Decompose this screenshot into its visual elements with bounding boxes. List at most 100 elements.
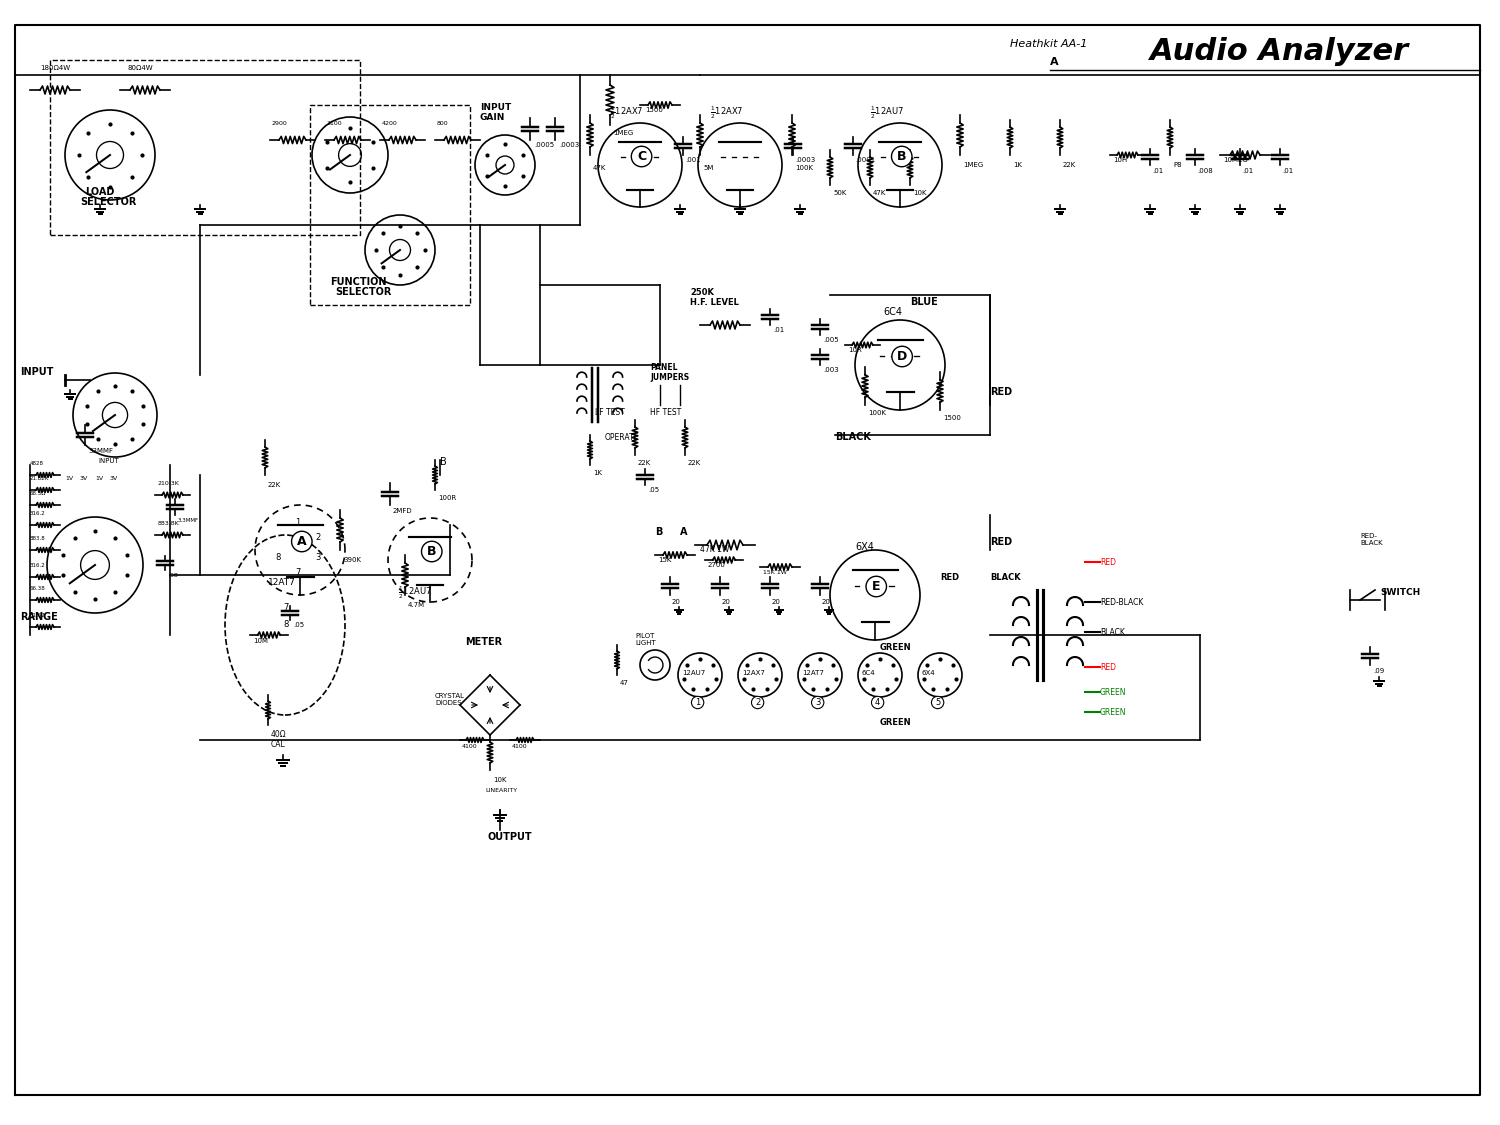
Text: .0003: .0003: [560, 142, 579, 148]
Text: RED: RED: [940, 573, 958, 582]
Text: 3.3MMF: 3.3MMF: [178, 518, 200, 523]
Text: 2: 2: [315, 533, 321, 542]
Text: INPUT: INPUT: [98, 458, 118, 463]
Text: SELECTOR: SELECTOR: [80, 197, 136, 207]
Text: GREEN: GREEN: [880, 718, 912, 727]
Text: 2MFD: 2MFD: [393, 508, 412, 514]
Text: .05: .05: [648, 487, 658, 493]
Text: 33MMF: 33MMF: [88, 448, 112, 454]
Text: OUTPUT: OUTPUT: [488, 832, 532, 842]
Text: 1500: 1500: [645, 107, 663, 112]
Text: 21.82K: 21.82K: [30, 476, 50, 482]
Text: 10K: 10K: [914, 190, 927, 196]
Text: LF TEST: LF TEST: [596, 408, 624, 417]
Text: B: B: [897, 150, 906, 163]
Text: CAL: CAL: [272, 740, 285, 749]
Text: 80Ω4W: 80Ω4W: [128, 65, 153, 71]
Text: .01: .01: [1152, 168, 1164, 174]
Text: B: B: [440, 457, 447, 467]
Text: .005: .005: [824, 338, 839, 343]
Text: 5: 5: [934, 698, 940, 706]
Text: 7: 7: [296, 568, 300, 577]
Text: .05: .05: [292, 622, 304, 628]
Text: .0005: .0005: [534, 142, 554, 148]
Text: 390K: 390K: [344, 557, 362, 562]
Text: $\frac{1}{2}$12AU7: $\frac{1}{2}$12AU7: [870, 105, 904, 122]
Text: 10H: 10H: [1113, 158, 1128, 163]
Text: METER: METER: [465, 637, 503, 647]
Text: .0003: .0003: [795, 158, 816, 163]
Text: 20: 20: [822, 598, 831, 605]
Text: 3V: 3V: [110, 476, 118, 482]
Text: 1500: 1500: [944, 415, 962, 421]
Text: GREEN: GREEN: [1100, 688, 1126, 698]
Text: 10MEG: 10MEG: [1222, 158, 1248, 163]
Text: .01: .01: [1242, 168, 1254, 174]
Text: 4100: 4100: [512, 744, 528, 749]
Text: 1K: 1K: [1013, 162, 1022, 168]
Text: 883.8K: 883.8K: [158, 521, 180, 526]
Text: 1: 1: [694, 698, 700, 706]
Text: 316.2: 316.2: [30, 511, 45, 516]
Text: 47K: 47K: [873, 190, 886, 196]
Text: .01: .01: [772, 327, 784, 333]
Text: 15K 1W: 15K 1W: [764, 570, 788, 575]
Text: 2700: 2700: [708, 562, 726, 568]
Text: .0001: .0001: [855, 158, 876, 163]
Text: $\frac{1}{2}$12AU7: $\frac{1}{2}$12AU7: [398, 585, 432, 601]
Text: 6X4: 6X4: [855, 542, 874, 552]
Text: 50K: 50K: [833, 190, 846, 196]
Text: 800: 800: [436, 122, 448, 126]
Text: P8: P8: [1173, 162, 1182, 168]
Text: RED: RED: [1100, 663, 1116, 672]
Text: 66.38: 66.38: [30, 586, 45, 591]
Text: RANGE: RANGE: [20, 612, 57, 622]
Text: LINEARITY: LINEARITY: [484, 788, 518, 793]
Text: 10M: 10M: [254, 638, 268, 643]
Text: 5M: 5M: [704, 165, 714, 171]
Text: INPUT: INPUT: [20, 367, 54, 377]
Text: RED: RED: [1100, 558, 1116, 567]
Text: 3V: 3V: [80, 476, 88, 482]
Text: B: B: [656, 526, 663, 537]
Text: RED-BLACK: RED-BLACK: [1100, 598, 1143, 608]
Text: 22K: 22K: [268, 482, 282, 488]
Text: 20: 20: [772, 598, 782, 605]
Text: D: D: [897, 350, 908, 363]
Text: 22K: 22K: [688, 460, 700, 466]
Text: 4100: 4100: [462, 744, 477, 749]
Text: 31.62: 31.62: [30, 613, 45, 618]
Text: .001: .001: [686, 158, 700, 163]
Text: 2900: 2900: [272, 122, 288, 126]
Bar: [50, 60, 360, 235]
Text: 12AT7: 12AT7: [802, 670, 824, 676]
Text: Heathkit AA-1: Heathkit AA-1: [1010, 39, 1088, 50]
Text: 316.2: 316.2: [30, 562, 45, 568]
Text: PANEL
JUMPERS: PANEL JUMPERS: [650, 362, 688, 382]
Text: 3100: 3100: [327, 122, 342, 126]
Text: RED: RED: [990, 387, 1012, 397]
Text: 180Ω4W: 180Ω4W: [40, 65, 70, 71]
Text: 1V: 1V: [94, 476, 104, 482]
Text: GREEN: GREEN: [880, 644, 912, 652]
Text: 8: 8: [274, 554, 280, 562]
Text: E: E: [871, 580, 880, 593]
Text: LOAD: LOAD: [86, 187, 114, 197]
Text: 12AU7: 12AU7: [682, 670, 705, 676]
Text: BLUE: BLUE: [910, 297, 938, 307]
Text: OPERATE: OPERATE: [604, 433, 639, 442]
Text: HF TEST: HF TEST: [650, 408, 681, 417]
Text: 47: 47: [620, 680, 628, 686]
Text: .003: .003: [824, 367, 839, 374]
Text: 1K: 1K: [592, 470, 602, 476]
Text: 8: 8: [284, 620, 288, 629]
Text: 4: 4: [874, 698, 880, 706]
Text: $\frac{1}{2}$12AX7: $\frac{1}{2}$12AX7: [710, 105, 744, 122]
Text: 15K: 15K: [658, 557, 672, 562]
Text: 4828: 4828: [30, 461, 44, 466]
Text: SELECTOR: SELECTOR: [334, 287, 392, 297]
Text: 4.7M: 4.7M: [408, 602, 424, 608]
Text: 20: 20: [672, 598, 681, 605]
Text: 6X4: 6X4: [922, 670, 936, 676]
Text: 4200: 4200: [382, 122, 398, 126]
